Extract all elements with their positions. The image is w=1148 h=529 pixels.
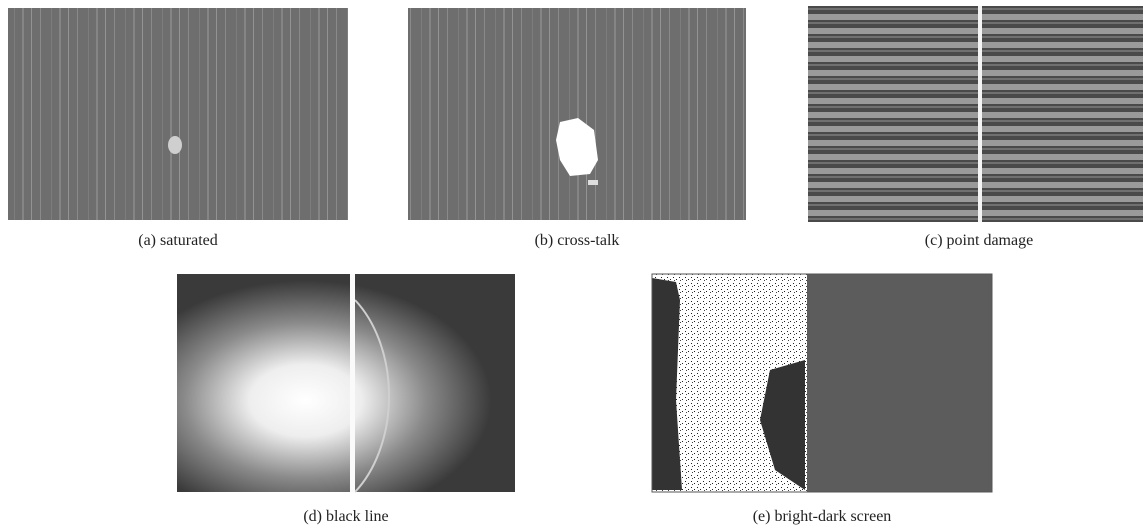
caption: (c) point damage: [829, 232, 1129, 250]
figure: (a) saturated (b) cross-talk (c) point d…: [0, 0, 1148, 529]
caption: (a) saturated: [28, 232, 328, 250]
caption: (d) black line: [196, 508, 496, 526]
caption: (e) bright-dark screen: [672, 508, 972, 526]
figure-images: [0, 0, 1148, 529]
caption: (b) cross-talk: [427, 232, 727, 250]
image-c: [808, 6, 1143, 222]
image-b: [408, 8, 746, 220]
image-a: [8, 8, 348, 220]
image-d: [177, 274, 515, 492]
image-e: [652, 274, 992, 492]
